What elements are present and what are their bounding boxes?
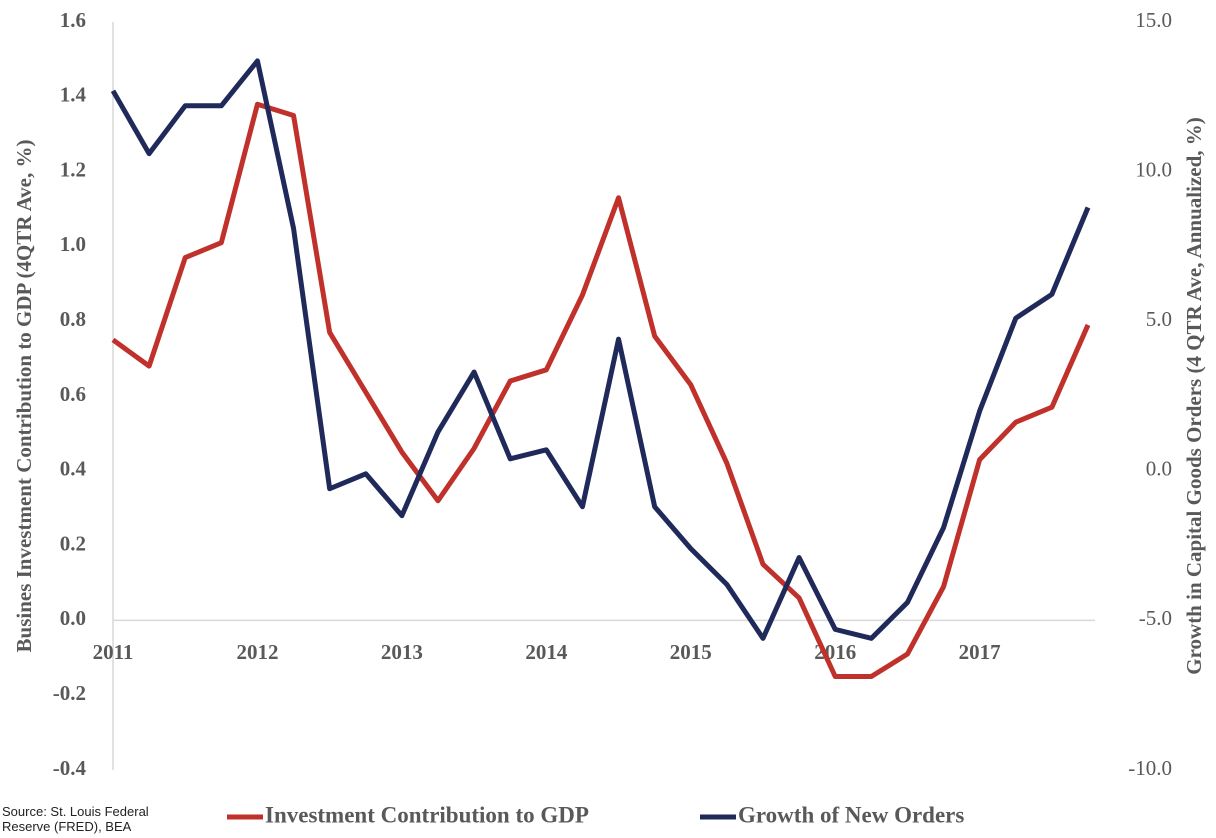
x-tick-label: 2014 xyxy=(525,640,568,664)
y-tick-label: 0.4 xyxy=(60,457,87,481)
y-tick-label: 0.8 xyxy=(60,307,86,331)
x-tick-label: 2017 xyxy=(959,640,1001,664)
x-tick-label: 2013 xyxy=(381,640,423,664)
y-tick-label: 1.2 xyxy=(60,157,86,181)
series-line xyxy=(110,58,1091,641)
y2-tick-label: 0.0 xyxy=(1146,457,1172,481)
x-tick-label: 2012 xyxy=(236,640,278,664)
y-tick-label: 1.0 xyxy=(60,232,86,256)
y2-tick-label: -5.0 xyxy=(1139,606,1172,630)
y2-axis-label: Growth in Capital Goods Orders (4 QTR Av… xyxy=(1182,117,1206,675)
y-tick-label: 0.2 xyxy=(60,531,86,555)
y2-tick-label: 15.0 xyxy=(1135,8,1172,32)
x-tick-label: 2015 xyxy=(670,640,712,664)
y-tick-label: 0.0 xyxy=(60,606,86,630)
y-tick-label: -0.2 xyxy=(53,681,86,705)
x-tick-label: 2011 xyxy=(93,640,134,664)
y-tick-label: 1.6 xyxy=(60,8,86,32)
legend-label: Investment Contribution to GDP xyxy=(265,802,589,827)
y-tick-label: 1.4 xyxy=(60,83,87,107)
y-tick-label: -0.4 xyxy=(53,756,87,780)
y2-tick-label: 10.0 xyxy=(1135,157,1172,181)
y2-tick-label: 5.0 xyxy=(1146,307,1172,331)
y-tick-label: 0.6 xyxy=(60,382,86,406)
series-line xyxy=(111,101,1091,679)
source-note: Source: St. Louis Federal Reserve (FRED)… xyxy=(2,804,149,834)
y-axis-label: Busines Investment Contribution to GDP (… xyxy=(12,140,36,653)
legend-label: Growth of New Orders xyxy=(738,802,964,827)
y2-tick-label: -10.0 xyxy=(1128,756,1172,780)
